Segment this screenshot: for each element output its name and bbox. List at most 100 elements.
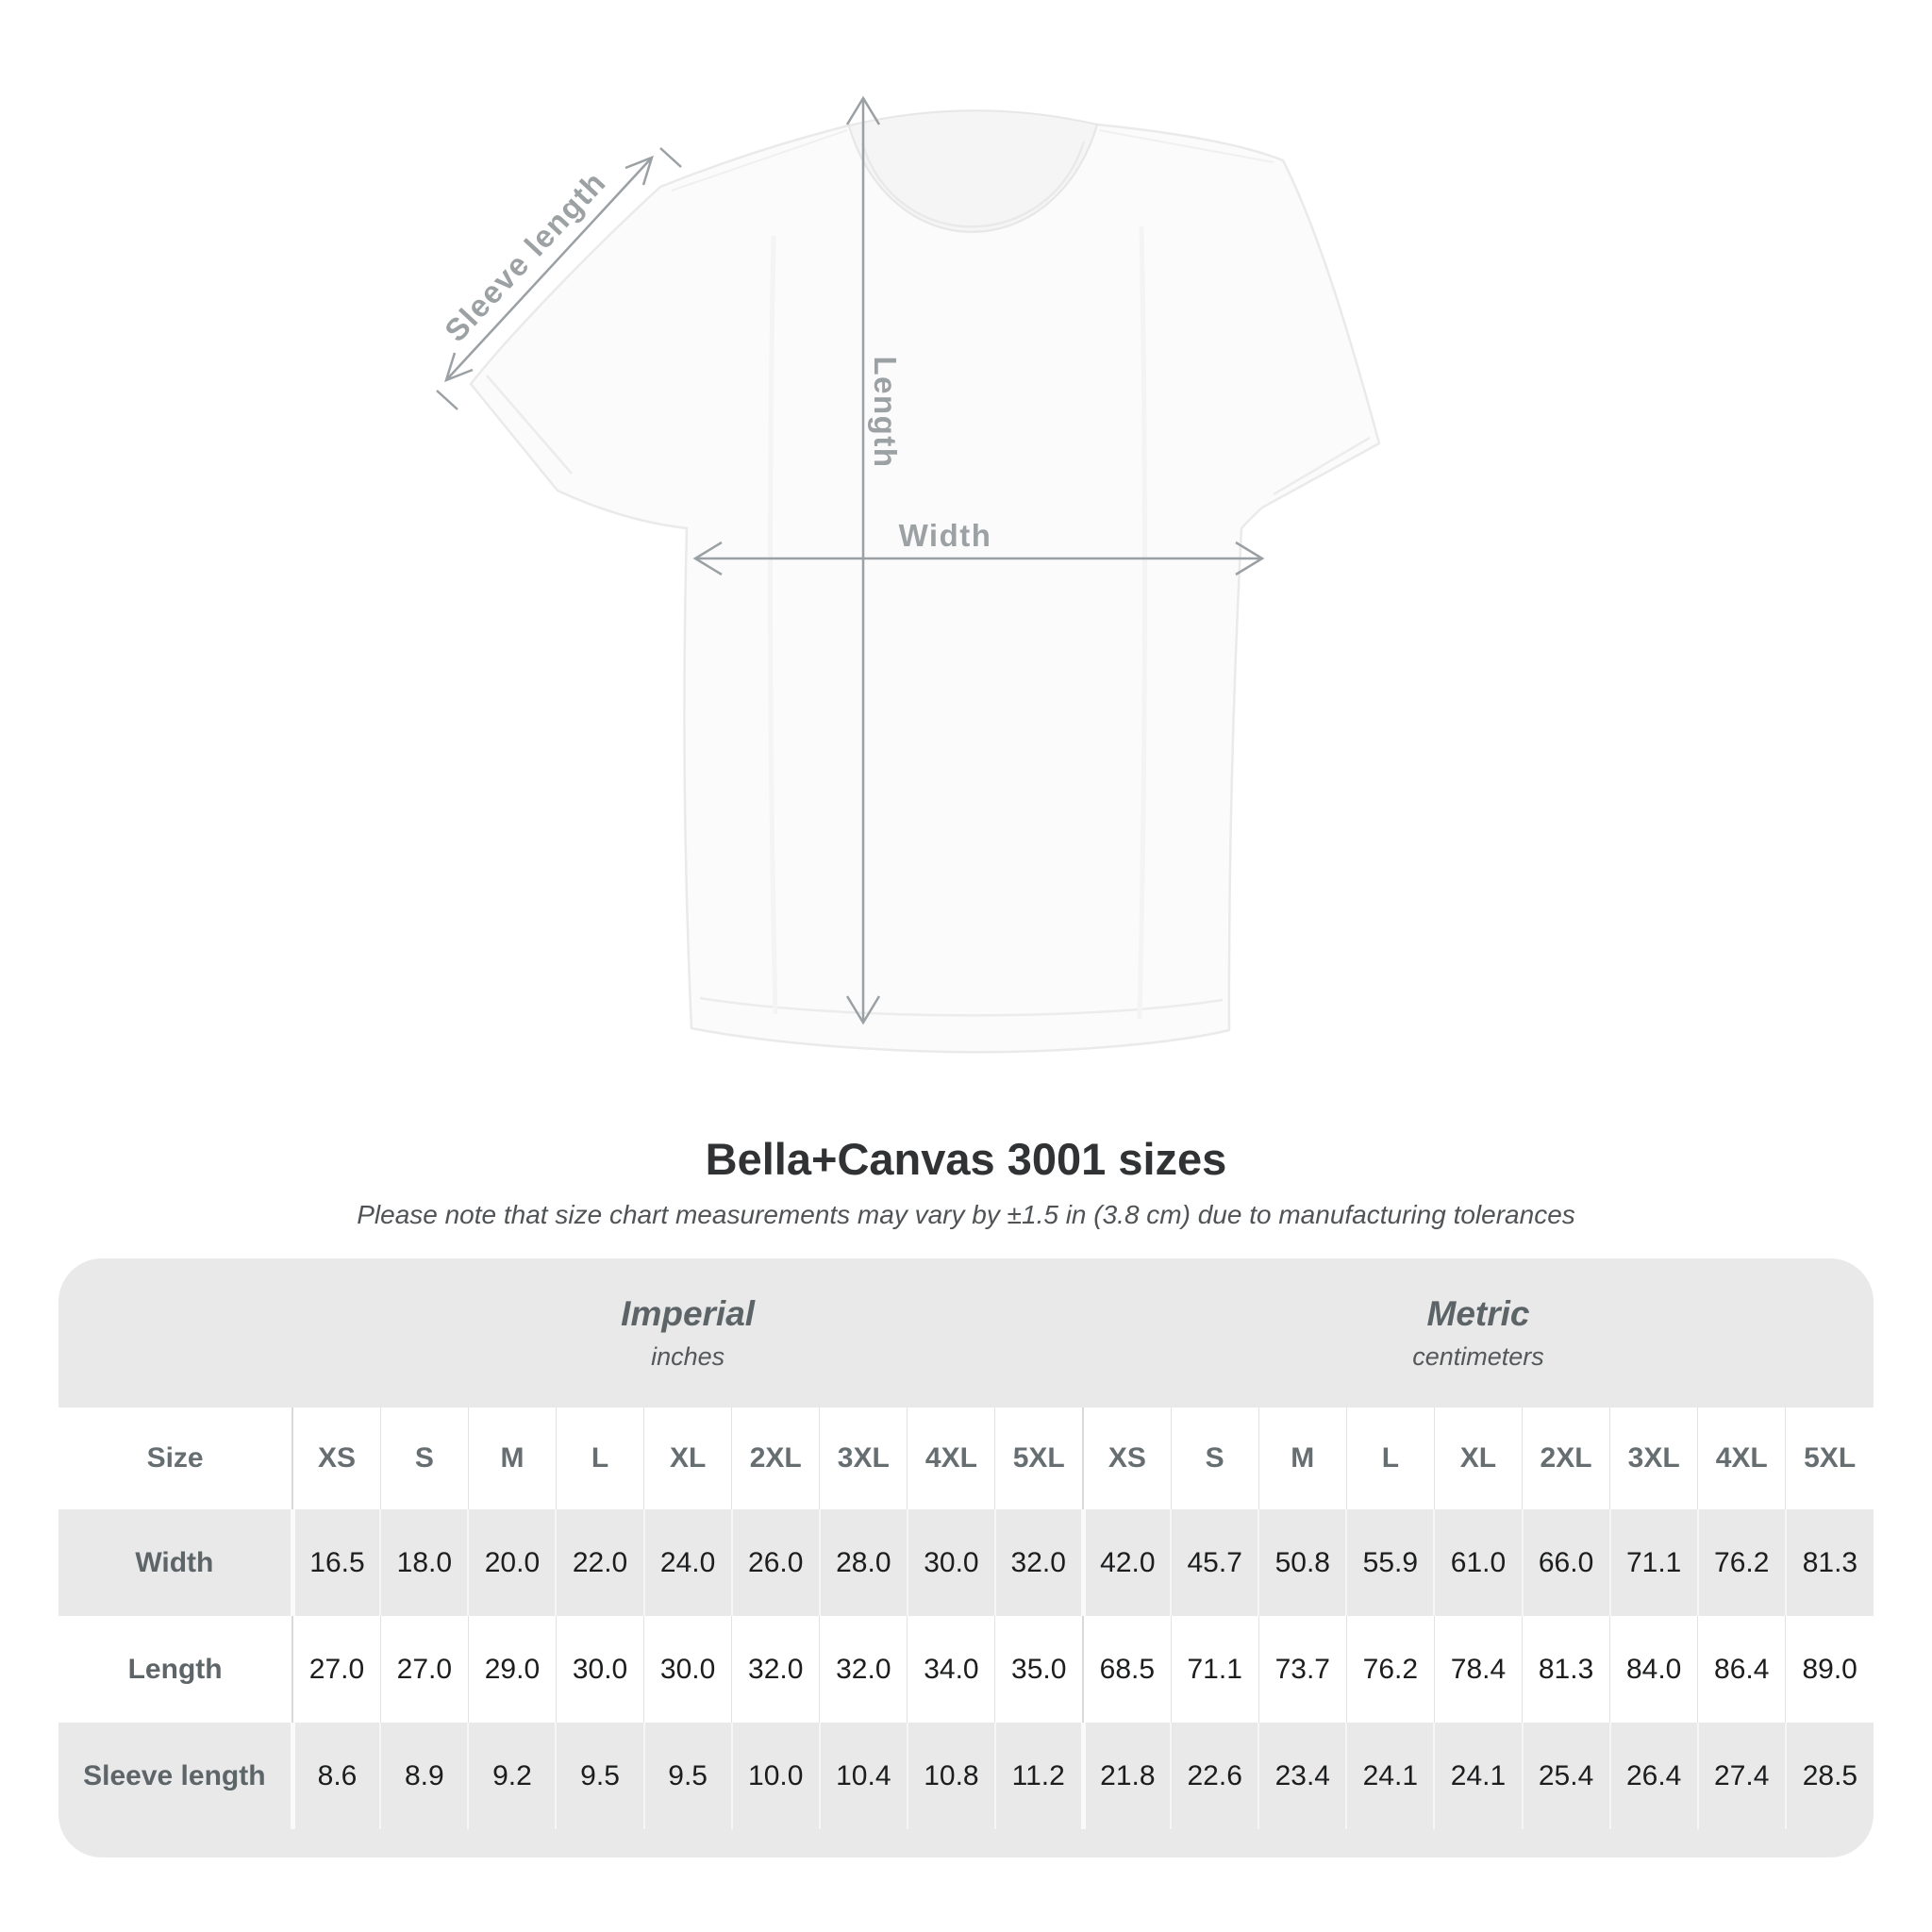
width-imperial-xl: 24.0: [642, 1509, 732, 1617]
size-header: 3XL: [819, 1407, 908, 1510]
sleeve-imperial-2xl: 10.0: [730, 1723, 820, 1830]
length-metric-2xl: 81.3: [1522, 1616, 1610, 1724]
size-header: S: [379, 1407, 469, 1510]
sleeve-imperial-5xl: 11.2: [993, 1723, 1084, 1830]
length-imperial-2xl: 32.0: [731, 1616, 820, 1724]
tshirt-body: [469, 123, 1381, 1054]
size-header-row: Size XS S M L XL 2XL 3XL 4XL 5XL XS S M …: [58, 1407, 1874, 1510]
hem-seam: [699, 996, 1224, 1017]
row-label: Length: [127, 1653, 223, 1685]
tshirt-measurement-diagram: Sleeve length Length Width: [436, 95, 1381, 1054]
size-header: L: [1345, 1407, 1435, 1510]
arrowhead-left: [692, 541, 723, 576]
section-imperial: Imperial inches: [292, 1258, 1083, 1407]
length-dimension-line: [845, 95, 881, 1025]
sleeve-imperial-xl: 9.5: [642, 1723, 732, 1830]
extension-tick-lower: [436, 390, 458, 410]
sleeve-metric-4xl: 27.4: [1696, 1723, 1786, 1830]
sleeve-metric-5xl: 28.5: [1784, 1723, 1874, 1830]
length-metric-m: 73.7: [1257, 1616, 1347, 1724]
width-imperial-xs: 16.5: [290, 1509, 381, 1617]
length-imperial-s: 27.0: [379, 1616, 469, 1724]
width-label: Width: [898, 518, 992, 553]
length-imperial-m: 29.0: [467, 1616, 557, 1724]
width-metric-3xl: 71.1: [1608, 1509, 1698, 1617]
section-metric-name: Metric: [1426, 1294, 1530, 1334]
size-header: S: [1170, 1407, 1259, 1510]
sleeve-metric-s: 22.6: [1170, 1723, 1259, 1830]
sleeve-imperial-4xl: 10.8: [906, 1723, 995, 1830]
size-header: XL: [1433, 1407, 1523, 1510]
width-metric-xl: 61.0: [1433, 1509, 1523, 1617]
section-imperial-name: Imperial: [621, 1294, 756, 1334]
size-header: 5XL: [994, 1407, 1084, 1510]
size-header: XS: [291, 1407, 381, 1510]
width-metric-l: 55.9: [1345, 1509, 1435, 1617]
tshirt-illustration: [436, 95, 1381, 1054]
width-imperial-m: 20.0: [467, 1509, 557, 1617]
sleeve-metric-3xl: 26.4: [1608, 1723, 1698, 1830]
arrowhead-down: [845, 995, 881, 1025]
width-dimension-line: [692, 541, 1265, 576]
sleeve-metric-2xl: 25.4: [1521, 1723, 1610, 1830]
width-metric-xs: 42.0: [1080, 1509, 1172, 1617]
sleeve-imperial-3xl: 10.4: [818, 1723, 908, 1830]
length-metric-l: 76.2: [1345, 1616, 1435, 1724]
width-imperial-4xl: 30.0: [906, 1509, 995, 1617]
section-metric: Metric centimeters: [1083, 1258, 1874, 1407]
length-imperial-3xl: 32.0: [819, 1616, 908, 1724]
sleeve-metric-xs: 21.8: [1080, 1723, 1172, 1830]
arrowhead-right: [1235, 541, 1265, 576]
section-imperial-unit: inches: [651, 1342, 725, 1372]
row-label: Width: [135, 1546, 214, 1578]
size-header: M: [1257, 1407, 1347, 1510]
length-metric-s: 71.1: [1170, 1616, 1259, 1724]
sleeve-seam-right: [1273, 436, 1371, 496]
page-title: Bella+Canvas 3001 sizes: [705, 1134, 1227, 1184]
length-metric-4xl: 86.4: [1697, 1616, 1786, 1724]
size-header: 2XL: [731, 1407, 820, 1510]
length-metric-xl: 78.4: [1433, 1616, 1523, 1724]
size-header: 2XL: [1522, 1407, 1610, 1510]
length-imperial-5xl: 35.0: [994, 1616, 1084, 1724]
card-bottom-padding: [58, 1829, 1874, 1856]
row-label: Sleeve length: [83, 1759, 266, 1791]
length-label: Length: [868, 356, 903, 469]
size-header: L: [555, 1407, 644, 1510]
arrowhead-lower: [444, 352, 474, 383]
width-metric-s: 45.7: [1170, 1509, 1259, 1617]
table-row-length: Length 27.0 27.0 29.0 30.0 30.0 32.0 32.…: [58, 1616, 1874, 1724]
width-imperial-l: 22.0: [555, 1509, 644, 1617]
sleeve-imperial-m: 9.2: [467, 1723, 557, 1830]
width-metric-2xl: 66.0: [1521, 1509, 1610, 1617]
length-metric-3xl: 84.0: [1609, 1616, 1698, 1724]
width-metric-5xl: 81.3: [1784, 1509, 1874, 1617]
size-header: 3XL: [1609, 1407, 1698, 1510]
width-imperial-5xl: 32.0: [993, 1509, 1084, 1617]
chart-header: Bella+Canvas 3001 sizes Please note that…: [57, 1134, 1875, 1230]
collar-seam: [860, 141, 1086, 228]
arrowhead-up: [845, 95, 881, 125]
length-imperial-xs: 27.0: [291, 1616, 381, 1724]
size-header: XL: [643, 1407, 732, 1510]
size-column-header: Size: [146, 1442, 204, 1474]
table-row-width: Width 16.5 18.0 20.0 22.0 24.0 26.0 28.0…: [58, 1509, 1874, 1617]
sleeve-metric-l: 24.1: [1345, 1723, 1435, 1830]
size-header: 4XL: [1697, 1407, 1786, 1510]
width-metric-4xl: 76.2: [1696, 1509, 1786, 1617]
size-header: 5XL: [1785, 1407, 1874, 1510]
size-table: Imperial inches Metric centimeters Size …: [58, 1258, 1874, 1830]
length-imperial-4xl: 34.0: [907, 1616, 995, 1724]
unit-section-row: Imperial inches Metric centimeters: [58, 1258, 1874, 1407]
sleeve-imperial-l: 9.5: [555, 1723, 644, 1830]
sleeve-metric-m: 23.4: [1257, 1723, 1347, 1830]
table-row-sleeve-length: Sleeve length 8.6 8.9 9.2 9.5 9.5 10.0 1…: [58, 1723, 1874, 1830]
sleeve-imperial-xs: 8.6: [290, 1723, 381, 1830]
width-imperial-2xl: 26.0: [730, 1509, 820, 1617]
width-imperial-3xl: 28.0: [818, 1509, 908, 1617]
length-imperial-xl: 30.0: [643, 1616, 732, 1724]
extension-tick-upper: [659, 147, 682, 168]
section-metric-unit: centimeters: [1412, 1342, 1544, 1372]
sleeve-length-dimension-line: [436, 147, 682, 410]
tolerance-note: Please note that size chart measurements…: [357, 1200, 1575, 1230]
